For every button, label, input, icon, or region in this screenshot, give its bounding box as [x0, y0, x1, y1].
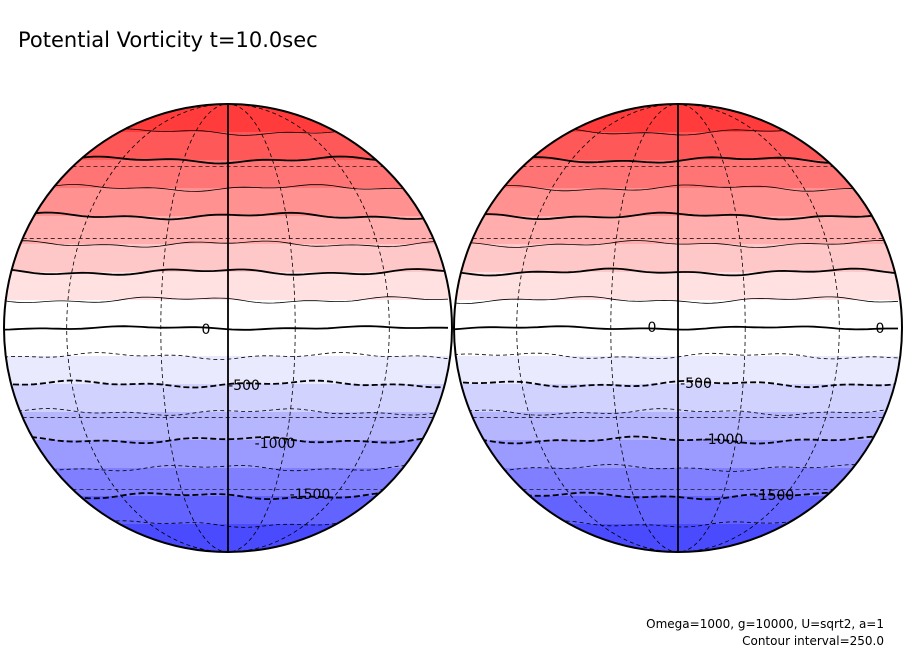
contour-right--1000: [454, 435, 899, 445]
globe-outline-right: [453, 103, 903, 553]
contour-label-left-2: -1000: [255, 436, 296, 452]
contour-label-left-1: -500: [228, 378, 260, 394]
contour-label-right-0: 0: [648, 320, 657, 336]
contour-label-left-0: 0: [202, 322, 211, 338]
meridian-right-0: [610, 104, 746, 552]
contour-left-500: [4, 268, 449, 276]
contour-right-0: [454, 325, 898, 331]
meridian-left-1: [66, 104, 390, 552]
globe-outline-left: [3, 103, 453, 553]
contour-label-left-3: -1500: [290, 487, 331, 503]
contour-label-right-2: -500: [680, 376, 712, 392]
contour-right-250: [454, 296, 899, 304]
contour-right--250: [454, 352, 899, 360]
contour-right--1250: [454, 464, 899, 472]
contour-label-right-4: -1500: [754, 488, 795, 504]
hemisphere-right: 0 0 -500 -1000 -1500: [453, 103, 903, 553]
contour-right-750: [454, 240, 899, 248]
contour-label-right-1: 0: [876, 321, 885, 337]
contour-left--1250: [4, 464, 449, 472]
contour-label-right-3: -1000: [703, 432, 744, 448]
contour-right-1250: [454, 184, 899, 192]
contour-left--750: [4, 408, 449, 416]
contour-interval-note: Contour interval=250.0: [742, 634, 884, 648]
globes-group: 0 -500 -1000 -1500 0 0 -500 -1000 -1500: [3, 103, 903, 553]
contour-left-1250: [4, 184, 449, 192]
meridian-right-1: [516, 104, 840, 552]
contour-right-500: [454, 267, 899, 277]
contour-left-750: [4, 240, 449, 248]
meridian-left-0: [160, 104, 296, 552]
parameters-note: Omega=1000, g=10000, U=sqrt2, a=1: [646, 617, 884, 631]
contour-left--250: [4, 352, 449, 360]
contour-right--500: [454, 380, 899, 389]
hemisphere-left: 0 -500 -1000 -1500: [3, 103, 453, 553]
chart-title: Potential Vorticity t=10.0sec: [18, 28, 318, 52]
contour-left-250: [4, 296, 449, 304]
contour-right--750: [454, 408, 899, 416]
contour-left-0: [4, 325, 449, 331]
contour-left--500: [4, 379, 449, 389]
contour-left--1000: [4, 435, 449, 444]
contour-right-1000: [454, 211, 899, 221]
contour-left-1000: [4, 211, 449, 221]
